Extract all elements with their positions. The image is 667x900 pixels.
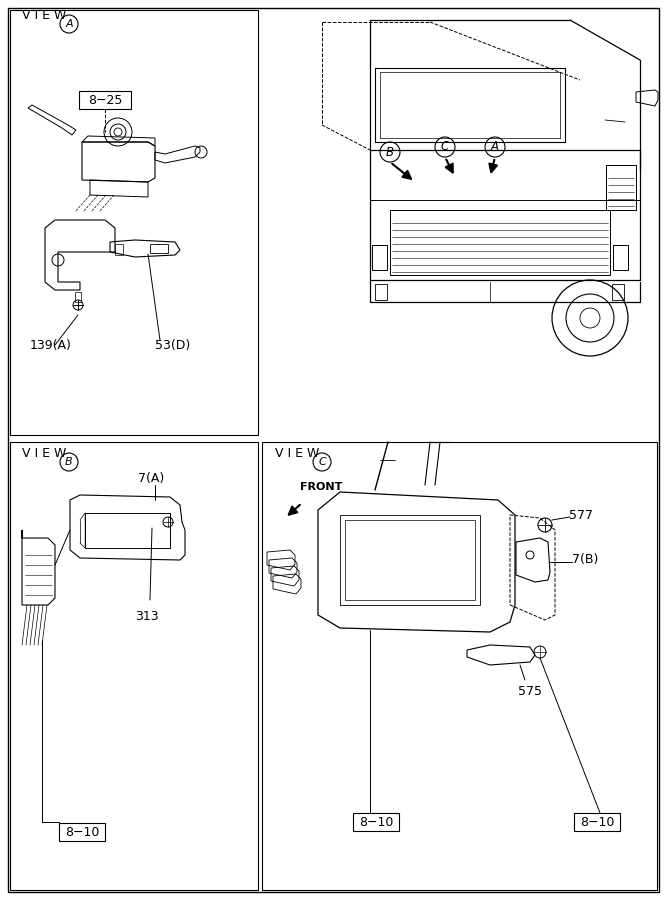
Circle shape [60, 453, 78, 471]
Bar [85, 513, 170, 548]
Text: 577: 577 [569, 509, 593, 522]
Bar [375, 284, 387, 300]
Bar [353, 813, 399, 831]
Text: C: C [441, 140, 449, 154]
Text: 7(B): 7(B) [572, 553, 598, 566]
Circle shape [435, 137, 455, 157]
Bar [372, 245, 387, 270]
Circle shape [485, 137, 505, 157]
Bar [606, 165, 636, 210]
Text: 8−10: 8−10 [359, 815, 393, 829]
Bar [345, 520, 475, 600]
Bar [75, 292, 81, 302]
Text: A: A [65, 19, 73, 29]
Bar [574, 813, 620, 831]
Text: FRONT: FRONT [300, 482, 342, 492]
Text: 575: 575 [518, 685, 542, 698]
Bar [10, 10, 258, 435]
Bar [340, 515, 480, 605]
Circle shape [380, 142, 400, 162]
Bar [150, 244, 168, 253]
Bar [390, 210, 610, 275]
Bar [59, 823, 105, 841]
Bar [115, 244, 123, 255]
Text: V I E W: V I E W [275, 447, 319, 460]
Bar [612, 284, 624, 300]
Text: B: B [386, 146, 394, 158]
Bar [613, 245, 628, 270]
Text: 8−25: 8−25 [88, 94, 122, 106]
Text: 7(A): 7(A) [138, 472, 164, 485]
Text: 313: 313 [135, 610, 159, 623]
Text: 8−10: 8−10 [65, 825, 99, 839]
Text: 53(D): 53(D) [155, 339, 190, 352]
Bar [79, 91, 131, 109]
Text: 8−10: 8−10 [580, 815, 614, 829]
Text: C: C [318, 457, 326, 467]
Text: B: B [65, 457, 73, 467]
Bar [10, 442, 258, 890]
Circle shape [313, 453, 331, 471]
Text: 139(A): 139(A) [30, 339, 72, 352]
Circle shape [60, 15, 78, 33]
Bar [262, 442, 657, 890]
Text: A: A [491, 140, 499, 154]
Text: V I E W: V I E W [22, 447, 67, 460]
Text: V I E W: V I E W [22, 9, 67, 22]
